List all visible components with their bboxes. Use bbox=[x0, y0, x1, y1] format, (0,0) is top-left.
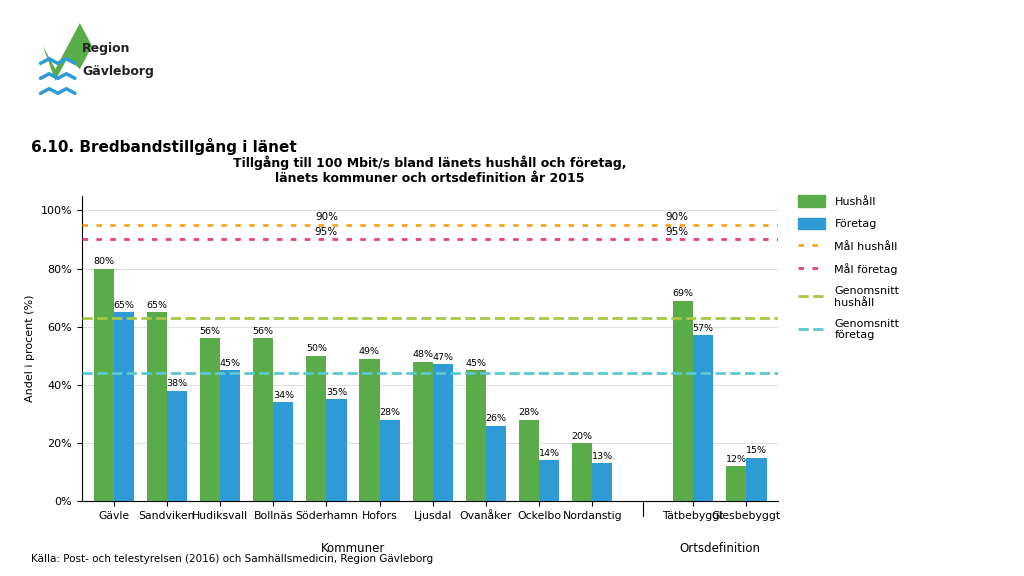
Text: 65%: 65% bbox=[146, 301, 167, 310]
Bar bbox=[167, 391, 187, 501]
Bar bbox=[380, 420, 399, 501]
Text: 69%: 69% bbox=[673, 289, 693, 298]
Bar bbox=[200, 338, 220, 501]
Text: 6.10. Bredbandstillgång i länet: 6.10. Bredbandstillgång i länet bbox=[31, 138, 297, 156]
Text: 90%: 90% bbox=[315, 212, 338, 222]
Bar bbox=[519, 420, 539, 501]
Bar bbox=[433, 365, 453, 501]
Text: 12%: 12% bbox=[726, 455, 746, 464]
Text: 95%: 95% bbox=[666, 226, 689, 237]
Bar bbox=[306, 356, 327, 501]
Text: Ortsdefinition: Ortsdefinition bbox=[679, 542, 760, 555]
Bar bbox=[114, 312, 134, 501]
PathPatch shape bbox=[43, 23, 92, 81]
Text: 28%: 28% bbox=[379, 408, 400, 418]
Text: Kommuner: Kommuner bbox=[321, 542, 385, 555]
Bar bbox=[466, 370, 486, 501]
Text: 65%: 65% bbox=[114, 301, 134, 310]
Text: 48%: 48% bbox=[412, 350, 433, 359]
Y-axis label: Andel i procent (%): Andel i procent (%) bbox=[25, 295, 35, 402]
Text: 45%: 45% bbox=[465, 359, 486, 368]
Text: 56%: 56% bbox=[200, 327, 220, 336]
Title: Tillgång till 100 Mbit/s bland länets hushåll och företag,
länets kommuner och o: Tillgång till 100 Mbit/s bland länets hu… bbox=[233, 156, 627, 185]
Bar bbox=[413, 362, 433, 501]
Bar bbox=[693, 335, 714, 501]
Text: 28%: 28% bbox=[518, 408, 540, 418]
Bar bbox=[746, 457, 767, 501]
Bar bbox=[220, 370, 241, 501]
Text: 57%: 57% bbox=[693, 324, 714, 333]
Bar bbox=[486, 426, 506, 501]
Text: 34%: 34% bbox=[272, 391, 294, 400]
Bar bbox=[327, 399, 347, 501]
Bar bbox=[572, 443, 592, 501]
Text: 35%: 35% bbox=[326, 388, 347, 397]
Bar bbox=[273, 402, 294, 501]
Bar bbox=[146, 312, 167, 501]
Bar bbox=[726, 466, 746, 501]
Text: Gävleborg: Gävleborg bbox=[82, 65, 155, 78]
Text: 56%: 56% bbox=[253, 327, 273, 336]
Text: 45%: 45% bbox=[220, 359, 241, 368]
Text: 15%: 15% bbox=[745, 446, 767, 455]
Text: 80%: 80% bbox=[93, 257, 115, 266]
Bar bbox=[93, 268, 114, 501]
Bar bbox=[359, 359, 380, 501]
Text: 38%: 38% bbox=[167, 380, 187, 388]
Text: Region: Region bbox=[82, 42, 131, 55]
Text: 14%: 14% bbox=[539, 449, 560, 458]
Text: Källa: Post- och telestyrelsen (2016) och Samhällsmedicin, Region Gävleborg: Källa: Post- och telestyrelsen (2016) oc… bbox=[31, 555, 433, 564]
Bar bbox=[673, 301, 693, 501]
Legend: Hushåll, Företag, Mål hushåll, Mål företag, Genomsnitt
hushåll, Genomsnitt
föret: Hushåll, Företag, Mål hushåll, Mål föret… bbox=[798, 195, 899, 340]
Text: 26%: 26% bbox=[485, 414, 507, 423]
Bar bbox=[592, 463, 612, 501]
Text: 90%: 90% bbox=[666, 212, 689, 222]
Text: 47%: 47% bbox=[432, 353, 454, 362]
Text: 49%: 49% bbox=[359, 347, 380, 357]
Text: 95%: 95% bbox=[314, 226, 338, 237]
Text: 50%: 50% bbox=[306, 344, 327, 354]
Text: 13%: 13% bbox=[592, 452, 612, 461]
Text: 20%: 20% bbox=[571, 431, 593, 441]
Bar bbox=[539, 460, 559, 501]
Bar bbox=[253, 338, 273, 501]
